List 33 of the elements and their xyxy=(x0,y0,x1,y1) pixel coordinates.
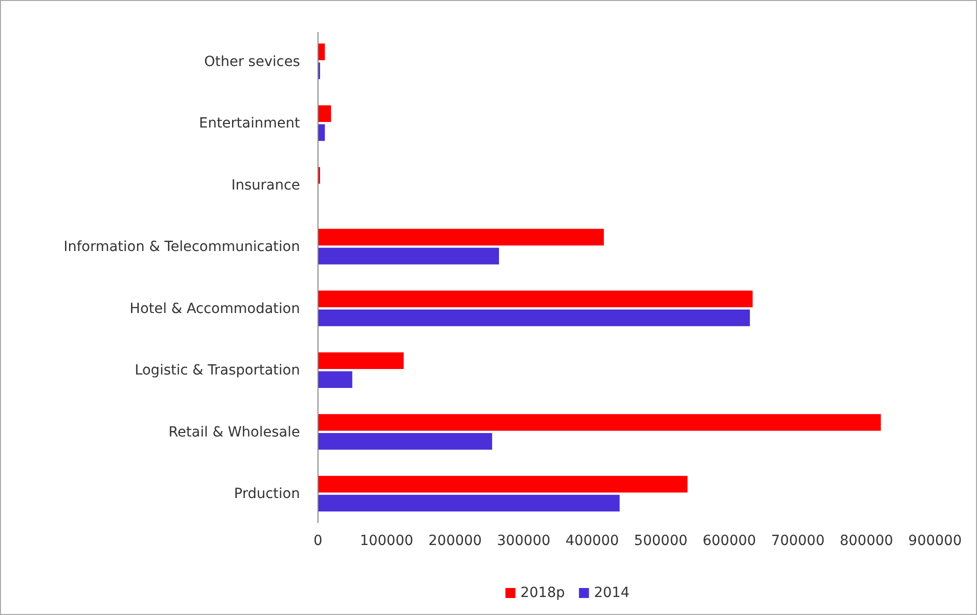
x-tick-label: 300000 xyxy=(496,532,550,549)
bar xyxy=(318,414,881,431)
bar xyxy=(318,124,325,141)
y-tick-label: Other sevices xyxy=(204,54,300,70)
x-tick-label: 100000 xyxy=(360,532,414,549)
bar xyxy=(318,105,332,122)
y-tick-label: Information & Telecommunication xyxy=(64,239,300,256)
x-tick-label: 800000 xyxy=(840,532,894,549)
legend-label: 2018p xyxy=(520,585,566,601)
y-tick-label: Logistic & Trasportation xyxy=(134,362,300,379)
bar xyxy=(318,352,404,370)
bar xyxy=(318,290,753,308)
y-tick-label: Prduction xyxy=(234,486,300,502)
bar xyxy=(318,44,325,60)
legend-label: 2014 xyxy=(594,585,630,601)
y-tick-label: Retail & Wholesale xyxy=(168,424,300,440)
y-tick-label: Insurance xyxy=(231,177,300,194)
x-tick-label: 900000 xyxy=(908,532,962,549)
bar xyxy=(318,371,352,388)
bar xyxy=(318,433,492,450)
y-tick-label: Entertainment xyxy=(198,116,300,132)
bar xyxy=(318,248,499,264)
x-tick-label: 400000 xyxy=(565,532,619,549)
bar xyxy=(318,476,688,493)
x-tick-label: 200000 xyxy=(428,532,482,549)
x-tick-label: 0 xyxy=(314,532,322,549)
x-tick-label: 500000 xyxy=(634,532,688,549)
x-tick-label: 600000 xyxy=(702,532,756,549)
y-tick-label: Hotel & Accommodation xyxy=(130,300,300,317)
bar xyxy=(318,494,620,512)
x-tick-label: 700000 xyxy=(771,532,825,549)
bar xyxy=(318,228,604,246)
bar xyxy=(318,310,750,326)
